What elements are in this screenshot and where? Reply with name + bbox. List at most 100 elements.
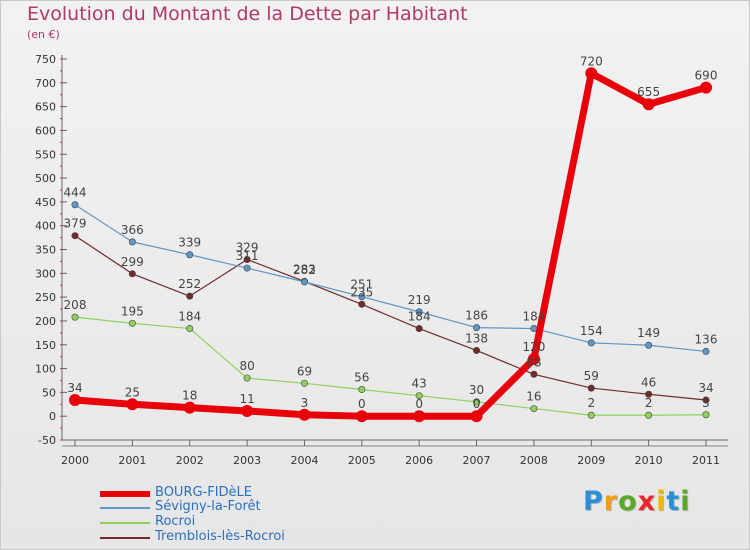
data-label: 219 [408, 293, 431, 307]
data-point [243, 256, 251, 264]
data-point [530, 370, 538, 378]
x-tick-label: 2005 [348, 454, 376, 467]
data-label: 149 [637, 326, 660, 340]
data-label: 154 [580, 324, 603, 338]
legend-swatch [100, 507, 150, 509]
legend-label: Rocroi [155, 514, 196, 529]
data-point [415, 392, 423, 400]
data-point [587, 339, 595, 347]
series-line [74, 235, 707, 401]
y-tick-label: 750 [35, 53, 56, 66]
data-label: 283 [293, 262, 316, 276]
data-label: 25 [125, 385, 140, 399]
data-point [473, 398, 481, 406]
logo-letter: x [637, 486, 657, 517]
data-label: 186 [465, 309, 488, 323]
data-point [702, 347, 710, 355]
y-tick-label: 50 [42, 386, 56, 399]
data-label: 34 [67, 381, 82, 395]
data-point [702, 411, 710, 419]
data-label: 0 [358, 397, 366, 411]
data-label: 0 [415, 397, 423, 411]
y-tick-label: -50 [38, 434, 56, 447]
data-point [71, 313, 79, 321]
data-point [358, 300, 366, 308]
y-tick-label: 150 [35, 339, 56, 352]
data-label: 18 [182, 389, 197, 403]
data-point [473, 346, 481, 354]
data-point [186, 292, 194, 300]
y-tick-label: 600 [35, 124, 56, 137]
data-point [700, 81, 712, 94]
x-tick-label: 2002 [176, 454, 204, 467]
logo-letter: i [656, 486, 667, 517]
data-label: 252 [178, 277, 201, 291]
data-label: 195 [121, 304, 144, 318]
data-label: 379 [64, 217, 87, 231]
data-point [413, 410, 426, 423]
legend-label: BOURG-FIDèLE [155, 485, 253, 500]
y-tick-label: 650 [35, 101, 56, 114]
proxiti-logo: Proxiti [583, 486, 691, 517]
x-tick-label: 2001 [118, 454, 146, 467]
data-label: 184 [522, 310, 545, 324]
data-point [243, 374, 251, 382]
data-label: 339 [178, 236, 201, 250]
y-tick-label: 300 [35, 267, 56, 280]
data-label: 43 [412, 377, 427, 391]
data-point [702, 396, 710, 404]
data-label: 184 [178, 310, 201, 324]
y-tick-label: 700 [35, 77, 56, 90]
logo-letter: r [603, 486, 619, 517]
data-label: 311 [236, 249, 259, 263]
data-label: 720 [580, 54, 603, 68]
logo-letter: P [583, 486, 604, 517]
legend-label: Sévigny-la-Forêt [155, 499, 261, 514]
data-label: 138 [465, 331, 488, 345]
data-point [298, 408, 311, 421]
data-point [355, 410, 368, 423]
data-point [587, 411, 595, 419]
y-tick-label: 500 [35, 172, 56, 185]
data-point [126, 398, 139, 411]
data-label: 184 [408, 310, 431, 324]
data-label: 251 [350, 278, 373, 292]
legend-swatch [100, 491, 150, 497]
data-point [358, 386, 366, 394]
data-point [243, 264, 251, 272]
data-point [128, 319, 136, 327]
y-tick-label: 550 [35, 148, 56, 161]
data-label: 120 [522, 340, 545, 354]
series-line [74, 316, 707, 416]
data-label: 69 [297, 364, 312, 378]
data-point [645, 411, 653, 419]
data-point [645, 341, 653, 349]
x-tick-label: 2004 [290, 454, 318, 467]
data-point [71, 232, 79, 240]
data-point [186, 325, 194, 333]
data-label: 59 [584, 369, 599, 383]
y-tick-label: 400 [35, 220, 56, 233]
data-point [415, 308, 423, 316]
y-tick-label: 250 [35, 291, 56, 304]
data-label: 80 [239, 359, 254, 373]
data-point [645, 390, 653, 398]
legend-swatch [100, 522, 150, 524]
x-tick-label: 2003 [233, 454, 261, 467]
data-point [587, 384, 595, 392]
data-point [527, 353, 540, 366]
data-point [241, 404, 254, 417]
data-point [473, 324, 481, 332]
logo-letter: o [618, 486, 638, 517]
data-point [530, 405, 538, 413]
data-label: 366 [121, 223, 144, 237]
data-point [642, 98, 655, 111]
x-tick-label: 2009 [577, 454, 605, 467]
data-point [71, 201, 79, 209]
data-label: 0 [473, 397, 481, 411]
logo-letter: t [666, 486, 681, 517]
y-tick-label: 350 [35, 244, 56, 257]
data-point [183, 401, 196, 414]
x-tick-label: 2000 [61, 454, 89, 467]
